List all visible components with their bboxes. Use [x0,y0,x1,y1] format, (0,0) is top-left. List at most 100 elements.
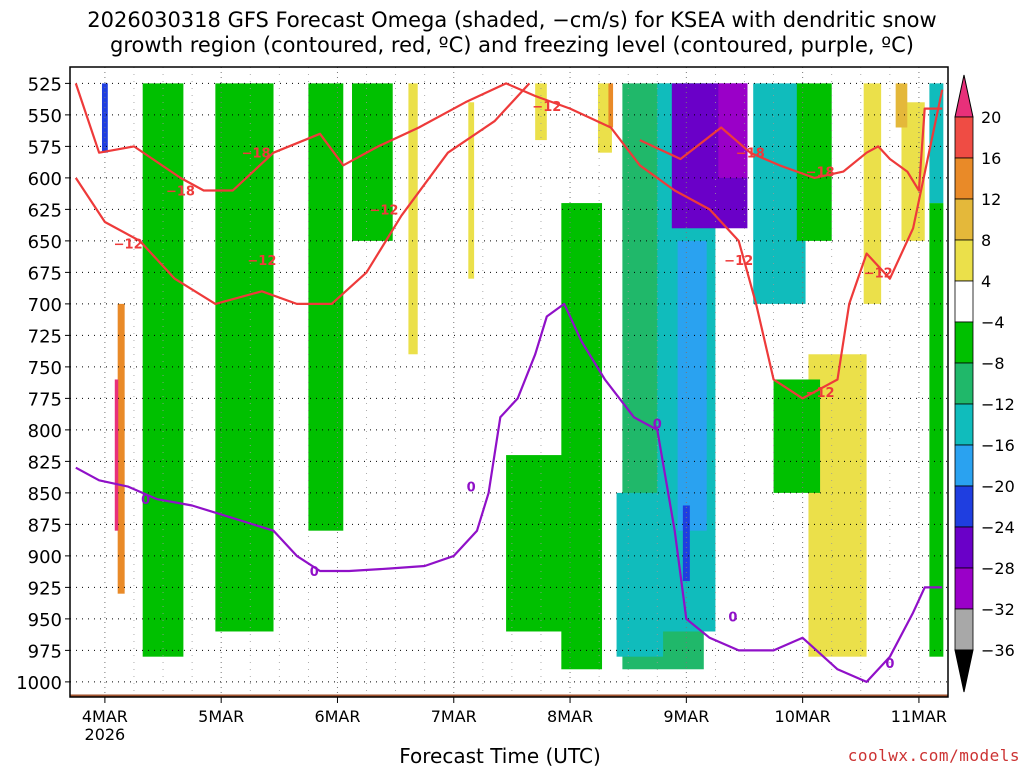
omega-patch [597,83,612,153]
omega-patch [796,83,832,241]
contour-label: 0 [310,565,319,580]
omega-patch [682,505,690,582]
y-tick-label: 600 [28,169,62,190]
contour-label: −12 [806,386,835,401]
contour-label: −12 [864,266,893,281]
colorbar-bin [954,526,974,569]
colorbar-bin [954,444,974,487]
colorbar-bin [954,403,974,446]
y-tick-label: 850 [28,484,62,505]
y-tick-label: 525 [28,74,62,95]
colorbar-label: 12 [981,190,1001,209]
omega-patch [677,240,707,531]
contour-label: −12 [369,203,398,218]
colorbar-label: −16 [981,436,1015,455]
colorbar-bin [954,362,974,405]
contour-label: −18 [242,147,271,162]
x-tick-label: 4MAR [82,707,128,726]
colorbar-bin [954,198,974,241]
grid-lines [70,67,948,697]
plot-frame [69,66,949,698]
chart-title-line-2: growth region (contoured, red, ºC) and f… [110,33,914,57]
omega-patch [352,83,393,241]
omega-patch [215,83,274,632]
y-tick-label: 550 [28,106,62,127]
colorbar-bin [954,116,974,159]
y-tick-label: 675 [28,263,62,284]
terrain-band [70,694,948,697]
omega-patch [863,83,882,304]
y-axis: 525 550 575 600 625 650 675 700 725 750 775 800 825 8… [16,74,70,694]
x-tick-label: 5MAR [198,707,244,726]
y-tick-label: 575 [28,137,62,158]
omega-patch [117,303,125,594]
omega-patch [101,83,108,153]
colorbar-bin [954,567,974,610]
x-tick-label: 11MAR [891,707,947,726]
colorbar-label: −12 [981,395,1015,414]
y-tick-label: 650 [28,232,62,253]
colorbar-label: 16 [981,149,1001,168]
y-tick-label: 925 [28,578,62,599]
colorbar-top-arrow [954,74,974,118]
credit-text: coolwx.com/models [847,746,1020,765]
x-tick-label: 8MAR [547,707,593,726]
contour-label: −18 [736,147,765,162]
y-tick-label: 1000 [16,673,62,694]
colorbar-label: −20 [981,477,1015,496]
terrain-fill [70,694,948,697]
contour-label: −18 [166,184,195,199]
colorbar-label: −28 [981,559,1015,578]
contour-label: 0 [467,481,476,496]
colorbar-bottom-arrow [954,649,974,693]
contour-label: 0 [653,418,662,433]
contour-label: −12 [114,237,143,252]
omega-patch [408,83,418,355]
colorbar-bin [954,608,974,651]
x-tick-sublabel: 2026 [85,725,126,744]
omega-patch [114,379,119,531]
colorbar-label: −8 [981,354,1005,373]
y-tick-label: 775 [28,389,62,410]
y-tick-label: 975 [28,641,62,662]
omega-patch [929,83,944,204]
colorbar-label: −36 [981,641,1015,660]
temperature-contours [74,82,944,683]
omega-patch [468,102,475,279]
contour-minus18 [639,107,943,192]
x-tick-label: 9MAR [663,707,709,726]
x-tick-label: 10MAR [775,707,831,726]
y-tick-label: 725 [28,326,62,347]
colorbar-bin [954,239,974,282]
omega-patch [901,102,925,241]
y-tick-label: 950 [28,610,62,631]
contour-label: −12 [247,254,276,269]
contour-label: −12 [532,100,561,115]
omega-patch [561,203,603,670]
omega-patch [506,455,565,632]
y-tick-label: 700 [28,295,62,316]
y-tick-label: 875 [28,515,62,536]
y-tick-label: 625 [28,200,62,221]
colorbar: 20 16 12 8 4 −4 −8 −12 −16 −20 −24 −28 −32 −36 [954,74,1015,693]
omega-patch [608,83,614,128]
contour-freezing-level [75,302,943,683]
contour-label: −18 [806,166,835,181]
y-tick-label: 900 [28,547,62,568]
colorbar-label: −24 [981,518,1015,537]
omega-patch [616,492,664,657]
contour-label: 0 [141,493,150,508]
chart-title-line-1: 2026030318 GFS Forecast Omega (shaded, −… [87,8,937,32]
contour-minus12-upper [74,82,944,400]
omega-patch [895,83,908,128]
colorbar-label: −32 [981,600,1015,619]
colorbar-bin [954,321,974,364]
contour-labels: −12 −18 −18 −18 −18 −12 −12 −12 −12 −12 −12 0 0 0 0 0 0 [114,100,895,672]
omega-patch [929,203,944,657]
x-axis: 4MAR 5MAR 6MAR 7MAR 8MAR 9MAR 10MAR 11MAR 2026 [82,697,947,744]
x-tick-label: 7MAR [431,707,477,726]
colorbar-label: 4 [981,272,991,291]
contour-label: 0 [728,610,737,625]
colorbar-bin [954,157,974,200]
